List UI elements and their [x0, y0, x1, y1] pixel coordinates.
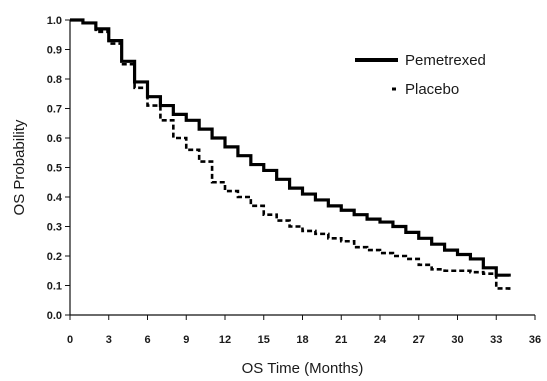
- y-tick-label: 0.0: [47, 310, 62, 322]
- series-layer: [70, 18, 511, 292]
- series-line-placebo: [70, 18, 511, 292]
- legend-label-pemetrexed: Pemetrexed: [405, 52, 486, 69]
- x-tick-label: 24: [374, 334, 387, 346]
- x-tick-label: 36: [529, 334, 541, 346]
- y-tick-label: 0.7: [47, 104, 62, 116]
- legend-label-placebo: Placebo: [405, 81, 459, 98]
- x-tick-label: 12: [219, 334, 231, 346]
- x-tick-label: 0: [67, 334, 73, 346]
- x-axis-label: OS Time (Months): [242, 360, 364, 377]
- y-tick-label: 0.9: [47, 45, 62, 57]
- y-tick-label: 0.3: [47, 222, 62, 234]
- y-tick-label: 0.8: [47, 74, 62, 86]
- x-tick-label: 3: [106, 334, 112, 346]
- y-tick-label: 0.5: [47, 163, 62, 175]
- y-tick-label: 1.0: [47, 15, 62, 27]
- y-tick-label: 0.4: [47, 192, 63, 204]
- x-tick-label: 33: [490, 334, 502, 346]
- x-tick-label: 6: [144, 334, 150, 346]
- x-tick-label: 18: [296, 334, 308, 346]
- x-tick-label: 9: [183, 334, 189, 346]
- x-axis-ticks: 0 3 6 9 12 15 18 21 24 27 30 33 36: [67, 315, 541, 346]
- y-tick-label: 0.2: [47, 251, 62, 263]
- x-tick-label: 21: [335, 334, 347, 346]
- y-axis-label: OS Probability: [11, 119, 28, 215]
- y-tick-label: 0.1: [47, 281, 62, 293]
- y-tick-label: 0.6: [47, 133, 62, 145]
- legend: Pemetrexed Placebo: [355, 52, 486, 98]
- x-tick-label: 30: [451, 334, 463, 346]
- x-tick-label: 27: [413, 334, 425, 346]
- y-axis-ticks: 0.0 0.1 0.2 0.3 0.4 0.5 0.6 0.7 0.8 0.9 1.0: [47, 15, 70, 322]
- x-tick-label: 15: [258, 334, 270, 346]
